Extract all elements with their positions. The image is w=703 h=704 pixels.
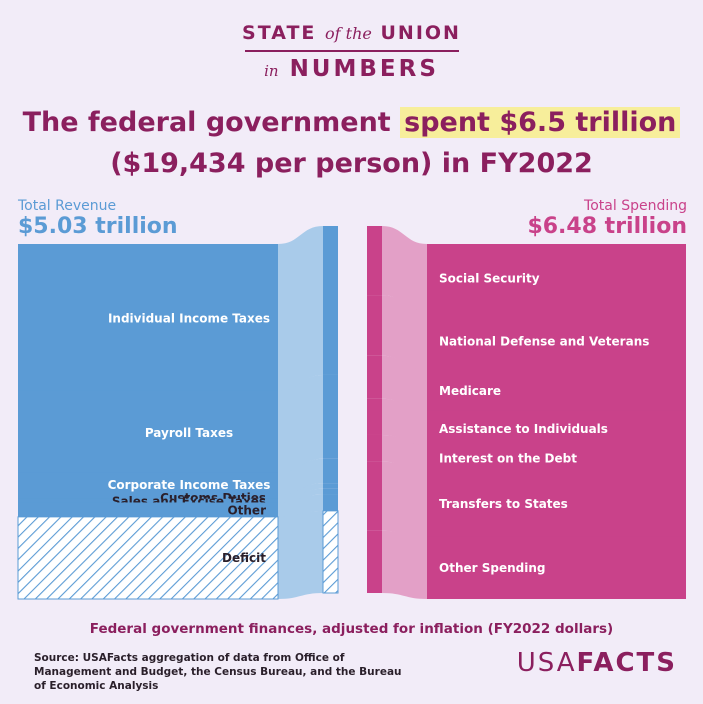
bar-transfers-to-states	[427, 469, 686, 539]
flow-assistance-to-individuals	[382, 398, 427, 447]
flow-deficit	[278, 510, 323, 599]
bar-assistance-to-individuals	[427, 410, 686, 447]
bar-individual-income-taxes	[18, 244, 278, 393]
column-medicare	[367, 355, 382, 399]
flow-individual-income-taxes	[278, 226, 323, 393]
bar-other-spending	[427, 536, 686, 599]
headline-line-1: The federal government spent $6.5 trilli…	[0, 107, 703, 138]
bar-deficit	[17, 516, 279, 600]
chart-caption: Federal government finances, adjusted fo…	[89, 621, 614, 637]
column-individual-income-taxes	[323, 226, 338, 375]
label-assistance-to-individuals: Assistance to Individuals	[439, 422, 608, 436]
usafacts-logo: USAFACTS	[517, 648, 677, 678]
column-interest-on-the-debt	[367, 434, 382, 462]
bar-national-defense-and-veterans	[427, 311, 686, 372]
bar-interest-on-the-debt	[427, 444, 686, 472]
flow-social-security	[382, 226, 427, 314]
spending-label: Total Spending	[584, 198, 687, 214]
column-other-spending	[367, 530, 382, 593]
flow-national-defense-and-veterans	[382, 295, 427, 372]
brand-divider	[245, 50, 459, 52]
column-corporate-income-taxes	[323, 458, 338, 484]
bar-corporate-income-taxes	[18, 472, 278, 498]
brand-in: in	[264, 62, 279, 80]
label-medicare: Medicare	[439, 384, 501, 398]
column-other	[323, 494, 338, 511]
revenue-label: Total Revenue	[18, 198, 117, 214]
bar-customs-duties	[18, 495, 278, 501]
flow-customs-duties	[278, 483, 323, 501]
label-other: Other	[227, 504, 266, 518]
label-interest-on-the-debt: Interest on the Debt	[439, 451, 577, 465]
brand-line-2: in NUMBERS	[0, 56, 703, 82]
logo-usa: USA	[516, 648, 577, 678]
bar-sales-and-excise-taxes	[18, 498, 278, 505]
flow-interest-on-the-debt	[382, 434, 427, 472]
label-individual-income-taxes: Individual Income Taxes	[108, 311, 270, 325]
column-assistance-to-individuals	[367, 398, 382, 435]
flow-other	[278, 494, 323, 519]
label-corporate-income-taxes: Corporate Income Taxes	[108, 478, 271, 492]
label-social-security: Social Security	[439, 272, 540, 286]
flow-transfers-to-states	[382, 461, 427, 539]
spending-total: $6.48 trillion	[527, 214, 687, 239]
brand-of-the: of the	[325, 24, 372, 43]
column-social-security	[367, 226, 382, 296]
headline-line-2: ($19,434 per person) in FY2022	[110, 148, 593, 179]
bar-payroll-taxes	[18, 390, 278, 475]
column-sales-and-excise-taxes	[323, 488, 338, 495]
label-other-spending: Other Spending	[439, 561, 545, 575]
column-customs-duties	[323, 483, 338, 489]
column-payroll-taxes	[323, 374, 338, 459]
headline-highlight: spent $6.5 trillion	[400, 107, 681, 138]
brand-state: STATE	[242, 22, 317, 44]
flow-corporate-income-taxes	[278, 458, 323, 498]
column-national-defense-and-veterans	[367, 295, 382, 356]
flow-sales-and-excise-taxes	[278, 488, 323, 505]
logo-facts: FACTS	[576, 648, 677, 678]
bar-social-security	[427, 244, 686, 314]
column-deficit	[322, 510, 339, 594]
label-deficit: Deficit	[222, 551, 266, 565]
source-note: Source: USAFacts aggregation of data fro…	[34, 652, 402, 692]
column-transfers-to-states	[367, 461, 382, 531]
brand-line-1: STATE of the UNION	[0, 22, 703, 44]
revenue-total: $5.03 trillion	[18, 214, 178, 239]
bar-other	[18, 502, 278, 519]
flow-other-spending	[382, 530, 427, 599]
headline-pre: The federal government	[22, 107, 401, 138]
label-payroll-taxes: Payroll Taxes	[145, 426, 233, 440]
bar-medicare	[427, 369, 686, 413]
label-transfers-to-states: Transfers to States	[439, 497, 568, 511]
flow-payroll-taxes	[278, 374, 323, 475]
flow-medicare	[382, 355, 427, 413]
label-national-defense-and-veterans: National Defense and Veterans	[439, 334, 649, 348]
brand-union: UNION	[380, 22, 461, 44]
brand-numbers: NUMBERS	[289, 56, 439, 82]
